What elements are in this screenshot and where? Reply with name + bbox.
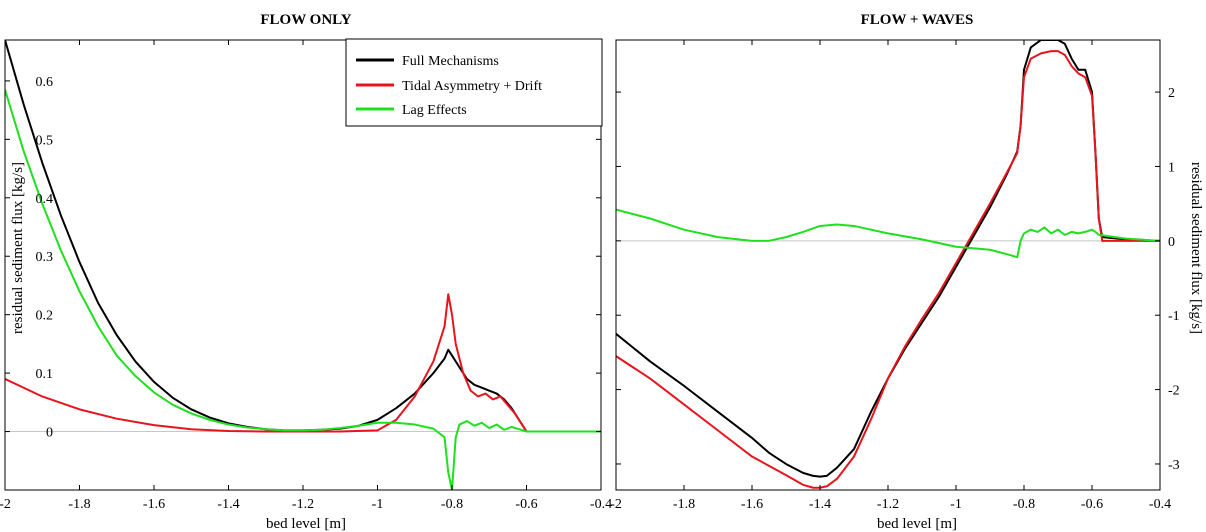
y-tick-label: -2	[1168, 384, 1180, 399]
panel-flow-only: FLOW ONLY -2 -1.8 -1.6 -1.4 -1.2 -1 -0.8 -0.6 -0…	[0, 12, 612, 532]
series-line-full-mechanisms	[616, 40, 1160, 478]
x-tick-label: -2	[0, 497, 11, 512]
x-tick-label: -1.6	[741, 497, 763, 512]
x-tick-label: -1.4	[217, 497, 239, 512]
y-tick-label: 0.5	[36, 133, 54, 148]
panel-title: FLOW ONLY	[260, 12, 351, 28]
y-tick-label: 0.3	[36, 250, 54, 265]
y-tick-label: 2	[1168, 86, 1175, 101]
x-tick-label: -1.8	[68, 497, 90, 512]
legend-label-full-mechanisms: Full Mechanisms	[402, 54, 499, 69]
y-axis-label: residual sediment flux [kg/s]	[10, 162, 26, 334]
y-tick-label: 0.4	[36, 192, 54, 207]
y-tick-label: 0	[1168, 235, 1175, 250]
x-tick-label: -0.8	[441, 497, 463, 512]
y-tick-label: 0.2	[36, 309, 54, 324]
x-axis-label: bed level [m]	[877, 516, 957, 532]
x-tick-label: -1.2	[877, 497, 899, 512]
plot-area: -2 -1.8 -1.6 -1.4 -1.2 -1 -0.8 -0.6 -0.4 -3 -2 -1 0 1…	[610, 39, 1180, 512]
x-tick-label: -1	[950, 497, 962, 512]
x-tick-label: -1.6	[143, 497, 165, 512]
x-tick-label: -2	[610, 497, 622, 512]
x-tick-label: -0.6	[515, 497, 537, 512]
x-tick-label: -0.8	[1013, 497, 1035, 512]
legend: Full Mechanisms Tidal Asymmetry + Drift …	[345, 38, 603, 127]
y-tick-label: 1	[1168, 160, 1175, 175]
x-tick-label: -1	[372, 497, 384, 512]
series-group	[616, 40, 1160, 489]
legend-label-lag-effects: Lag Effects	[402, 103, 467, 118]
x-axis-label: bed level [m]	[266, 516, 346, 532]
series-line-lag-effects	[616, 208, 1160, 259]
plot-frame	[615, 39, 1161, 491]
series-line-lag-effects	[5, 89, 601, 490]
legend-label-tidal-asymmetry: Tidal Asymmetry + Drift	[402, 79, 542, 94]
plot-area: -2 -1.8 -1.6 -1.4 -1.2 -1 -0.8 -0.6 -0.4 0 0.1 0.2 0…	[0, 39, 612, 512]
y-tick-label: -1	[1168, 309, 1180, 324]
y-tick-label: 0.6	[36, 75, 54, 90]
panel-title: FLOW + WAVES	[861, 12, 974, 28]
legend-box	[345, 38, 603, 127]
y-tick-label: 0	[46, 426, 53, 441]
panel-flow-waves: FLOW + WAVES -2 -1.8 -1.6 -1.4 -1.2 -1 -0.8 -0.…	[610, 12, 1204, 532]
series-group	[5, 40, 601, 490]
x-tick-label: -1.8	[673, 497, 695, 512]
series-line-tidal-asymmetry-drift	[5, 293, 601, 433]
x-tick-label: -1.4	[809, 497, 831, 512]
y-tick-label: -3	[1168, 458, 1180, 473]
x-tick-label: -0.4	[590, 497, 612, 512]
y-axis-label: residual sediment flux [kg/s]	[1188, 162, 1204, 334]
x-tick-label: -1.2	[292, 497, 314, 512]
x-tick-label: -0.6	[1081, 497, 1103, 512]
y-tick-label: 0.1	[36, 367, 54, 382]
series-line-tidal-asymmetry-drift	[616, 50, 1160, 489]
x-tick-label: -0.4	[1149, 497, 1171, 512]
